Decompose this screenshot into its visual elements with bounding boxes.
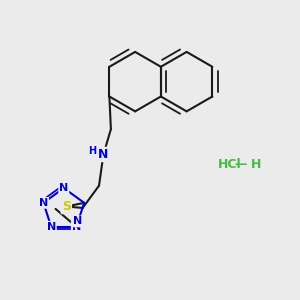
Text: HCl: HCl [218, 158, 242, 171]
Text: N: N [46, 222, 56, 232]
Text: N: N [73, 216, 83, 226]
Text: N: N [39, 198, 48, 208]
Text: N: N [59, 183, 68, 193]
Text: —: — [235, 158, 247, 171]
Text: N: N [98, 148, 109, 161]
Text: H: H [251, 158, 261, 171]
Text: S: S [62, 200, 71, 213]
Text: H: H [88, 146, 96, 156]
Text: N: N [72, 222, 81, 232]
